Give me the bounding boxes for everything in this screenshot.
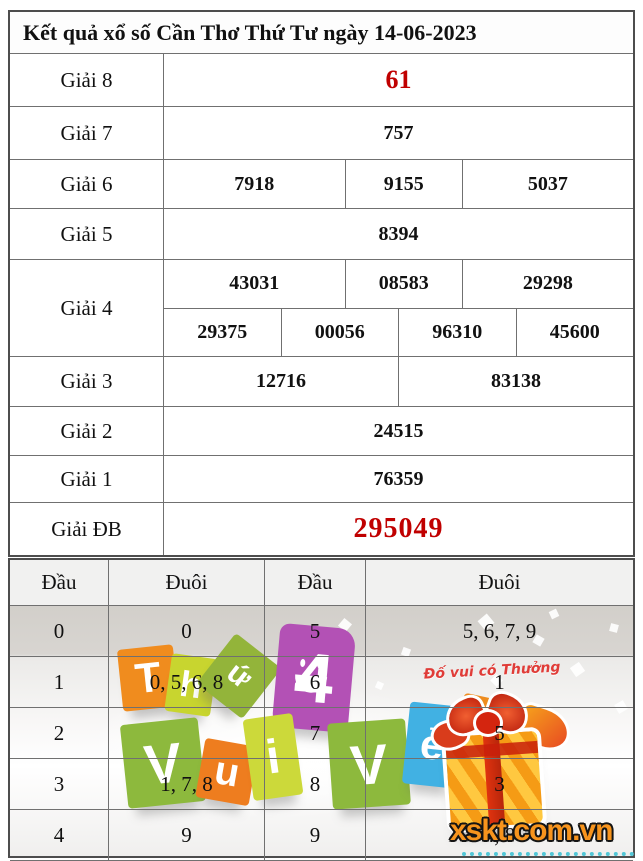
prize-row-g1: Giải 1 76359 bbox=[10, 456, 633, 503]
prize-label-gdb: Giải ĐB bbox=[10, 503, 164, 555]
prize-label-g6: Giải 6 bbox=[10, 160, 164, 208]
prize-row-gdb: Giải ĐB 295049 bbox=[10, 503, 633, 555]
dau-cell: 1 bbox=[53, 669, 65, 694]
dau-cell: 8 bbox=[264, 759, 365, 809]
tails-row-2: 2 7 5 bbox=[10, 708, 633, 759]
prize-value-g4-4: 29375 bbox=[197, 320, 248, 343]
prize-label-g3: Giải 3 bbox=[10, 357, 164, 406]
prize-value-g5: 8394 bbox=[378, 222, 419, 245]
duoi-cell bbox=[108, 708, 264, 758]
dau-cell: 2 bbox=[53, 720, 65, 745]
dau-cell: 4 bbox=[53, 822, 65, 847]
prize-value-g6-2: 9155 bbox=[344, 160, 462, 208]
prize-value-g6-3: 5037 bbox=[461, 160, 633, 208]
duoi-cell: 4, 8 bbox=[365, 810, 633, 860]
results-table: Kết quả xổ số Cần Thơ Thứ Tư ngày 14-06-… bbox=[8, 10, 635, 557]
prize-label-g2: Giải 2 bbox=[10, 407, 164, 455]
prize-value-g7: 757 bbox=[383, 121, 414, 144]
dau-cell: 5 bbox=[264, 606, 365, 656]
tails-header-duoi-2: Đuôi bbox=[365, 560, 633, 605]
duoi-cell: 5, 6, 7, 9 bbox=[365, 606, 633, 656]
prize-value-g4-7: 45600 bbox=[515, 308, 634, 356]
prize-value-g4-1: 43031 bbox=[229, 272, 280, 295]
prize-row-g8: Giải 8 61 bbox=[10, 54, 633, 107]
watermark-underline bbox=[462, 852, 634, 856]
tails-table: Đầu Đuôi Đầu Đuôi T h ứ 4 V u i V ẻ ! Đố… bbox=[8, 558, 635, 861]
dau-cell: 7 bbox=[264, 708, 365, 758]
dau-cell: 0 bbox=[53, 618, 65, 643]
prize-row-g7: Giải 7 757 bbox=[10, 107, 633, 160]
promo-artwork: T h ứ 4 V u i V ẻ ! Đố vui có Thưởng bbox=[10, 606, 633, 856]
tails-header-dau-1: Đầu bbox=[41, 570, 77, 594]
tails-body: T h ứ 4 V u i V ẻ ! Đố vui có Thưởng bbox=[10, 606, 634, 861]
prize-row-g4-top: 43031 08583 29298 bbox=[164, 260, 633, 308]
prize-row-g3: Giải 3 12716 83138 bbox=[10, 357, 633, 407]
prize-value-g6-1: 7918 bbox=[234, 172, 275, 195]
prize-label-g7: Giải 7 bbox=[10, 107, 164, 159]
gift-box-icon bbox=[429, 690, 573, 844]
dau-cell: 9 bbox=[264, 810, 365, 860]
tails-row-0: 0 0 5 5, 6, 7, 9 bbox=[10, 606, 633, 657]
duoi-cell: 9 bbox=[108, 810, 264, 860]
prize-value-g2: 24515 bbox=[373, 419, 424, 442]
prize-value-g1: 76359 bbox=[373, 467, 424, 490]
tails-header-row: Đầu Đuôi Đầu Đuôi bbox=[10, 560, 633, 606]
prize-row-g2: Giải 2 24515 bbox=[10, 407, 633, 456]
prize-value-g4-2: 08583 bbox=[344, 260, 462, 308]
prize-value-g3-1: 12716 bbox=[256, 370, 306, 392]
dau-cell: 6 bbox=[264, 657, 365, 707]
gift-bow-knot bbox=[476, 712, 500, 734]
site-watermark[interactable]: xskt.com.vn bbox=[450, 814, 613, 847]
page-title: Kết quả xổ số Cần Thơ Thứ Tư ngày 14-06-… bbox=[10, 12, 633, 54]
prize-row-g4-bottom: 29375 00056 96310 45600 bbox=[164, 307, 634, 356]
prize-value-g4-6: 96310 bbox=[398, 308, 516, 356]
duoi-cell: 0 bbox=[108, 606, 264, 656]
prize-row-g6: Giải 6 7918 9155 5037 bbox=[10, 160, 633, 209]
prize-value-g8: 61 bbox=[385, 65, 412, 94]
tails-header-dau-2: Đầu bbox=[264, 560, 365, 605]
prize-label-g5: Giải 5 bbox=[10, 209, 164, 259]
duoi-cell: 3 bbox=[365, 759, 633, 809]
prize-label-g4: Giải 4 bbox=[10, 260, 164, 356]
duoi-cell: 5 bbox=[365, 708, 633, 758]
prize-row-g5: Giải 5 8394 bbox=[10, 209, 633, 260]
prize-value-g4-5: 00056 bbox=[280, 308, 399, 356]
prize-value-g3-2: 83138 bbox=[398, 357, 633, 406]
tails-row-1: 1 0, 5, 6, 8 6 1 bbox=[10, 657, 633, 708]
tails-header-duoi-1: Đuôi bbox=[108, 560, 264, 605]
prize-value-gdb: 295049 bbox=[353, 513, 444, 544]
prize-value-g4-3: 29298 bbox=[461, 260, 633, 308]
prize-row-g4: Giải 4 43031 08583 29298 29375 00056 963… bbox=[10, 260, 633, 357]
duoi-cell: 1, 7, 8 bbox=[108, 759, 264, 809]
prize-label-g1: Giải 1 bbox=[10, 456, 164, 502]
duoi-cell: 0, 5, 6, 8 bbox=[108, 657, 264, 707]
dau-cell: 3 bbox=[53, 771, 65, 796]
tails-row-3: 3 1, 7, 8 8 3 bbox=[10, 759, 633, 810]
duoi-cell: 1 bbox=[365, 657, 633, 707]
prize-label-g8: Giải 8 bbox=[10, 54, 164, 106]
